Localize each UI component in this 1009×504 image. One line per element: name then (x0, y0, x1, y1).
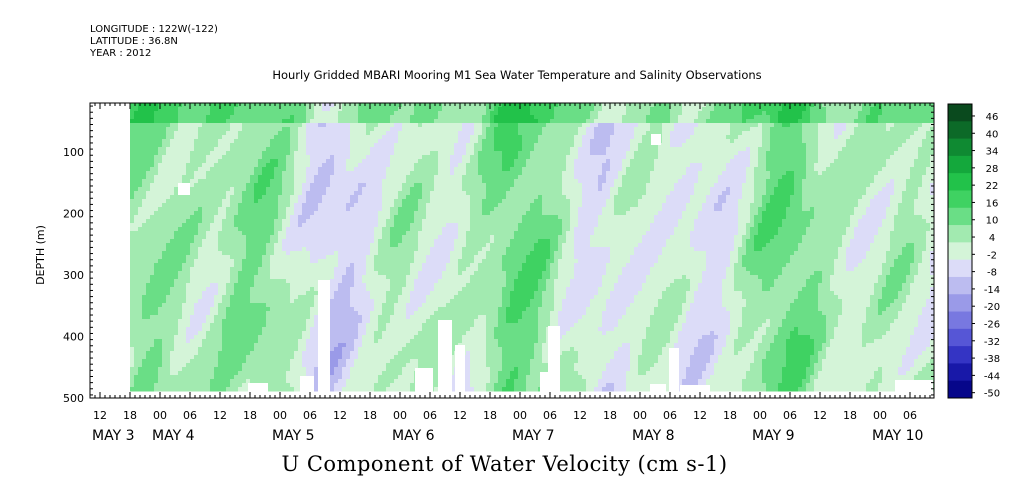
colorbar: 46 40 34 28 22 16 10 4 -2 -8 -14 -20 -26 -32 -38 -44 -50 (947, 103, 1000, 400)
colorbar-label: -8 (987, 268, 997, 279)
x-tick-label: 18 (363, 409, 377, 422)
x-tick-label: 00 (873, 409, 887, 422)
x-tick-label: 18 (483, 409, 497, 422)
x-axis-label: U Component of Water Velocity (cm s-1) (281, 452, 728, 476)
heatmap-field (130, 103, 935, 392)
missing-data-mask (178, 134, 933, 400)
y-axis-label: DEPTH (m) (34, 225, 47, 285)
x-day-label: MAY 8 (632, 428, 674, 444)
colorbar-label: -2 (987, 250, 997, 261)
x-tick-label: 12 (453, 409, 467, 422)
x-day-label: MAY 6 (392, 428, 435, 444)
colorbar-label: -44 (984, 371, 1000, 382)
colorbar-label: 22 (986, 181, 999, 192)
colorbar-swatch (948, 121, 972, 139)
colorbar-label: -32 (984, 337, 1000, 348)
colorbar-label: -38 (984, 354, 1000, 365)
x-day-label: MAY 9 (752, 428, 794, 444)
colorbar-label: -26 (984, 320, 1000, 331)
colorbar-swatch (948, 276, 972, 295)
colorbar-swatch (948, 311, 972, 330)
colorbar-label: 28 (986, 164, 999, 175)
x-tick-label: 06 (303, 409, 317, 422)
x-day-label: MAY 7 (512, 428, 554, 444)
colorbar-label: -14 (984, 285, 1000, 296)
colorbar-label: 40 (986, 129, 999, 140)
colorbar-swatch (948, 225, 972, 243)
year-label: YEAR : 2012 (90, 48, 152, 59)
x-tick-label: 18 (723, 409, 737, 422)
x-tick-label: 06 (663, 409, 677, 422)
x-tick-label: 12 (333, 409, 347, 422)
x-tick-label: 18 (243, 409, 257, 422)
x-tick-label: 12 (93, 409, 107, 422)
colorbar-swatch (948, 380, 972, 399)
x-tick-label: 00 (273, 409, 287, 422)
y-tick-label: 500 (63, 392, 84, 405)
x-day-label: MAY 4 (152, 428, 195, 444)
x-tick-label: 00 (513, 409, 527, 422)
y-tick-label: 200 (63, 208, 84, 221)
colorbar-label: 46 (986, 112, 999, 123)
x-tick-label: 18 (843, 409, 857, 422)
colorbar-swatch (948, 138, 972, 157)
latitude-label: LATITUDE : 36.8N (90, 36, 178, 47)
x-tick-label: 06 (783, 409, 797, 422)
x-tick-label: 06 (183, 409, 197, 422)
x-tick-label: 12 (213, 409, 227, 422)
x-tick-label: 06 (423, 409, 437, 422)
colorbar-swatch (948, 190, 972, 209)
colorbar-label: -50 (984, 389, 1000, 400)
x-tick-label: 18 (123, 409, 137, 422)
colorbar-swatch (948, 104, 972, 122)
colorbar-label: 34 (986, 147, 999, 158)
colorbar-label: -20 (984, 302, 1000, 313)
colorbar-label: 10 (986, 216, 999, 227)
x-tick-label: 12 (573, 409, 587, 422)
x-tick-label: 18 (603, 409, 617, 422)
colorbar-swatch (948, 328, 972, 347)
axis-ticks: 12 18 00 06 12 18 00 06 12 18 00 06 12 18 00 06 12 18 00 06… (63, 103, 934, 444)
colorbar-swatch (948, 173, 972, 191)
colorbar-label: 16 (986, 198, 999, 209)
x-day-label: MAY 3 (92, 428, 134, 444)
colorbar-swatch (948, 207, 972, 226)
x-tick-label: 00 (153, 409, 167, 422)
colorbar-swatch (948, 155, 972, 174)
chart-title: Hourly Gridded MBARI Mooring M1 Sea Wate… (272, 68, 762, 82)
x-day-label: MAY 5 (272, 428, 314, 444)
colorbar-swatch (948, 346, 972, 364)
colorbar-swatch (948, 363, 972, 382)
colorbar-swatch (948, 242, 972, 261)
x-day-label: MAY 10 (872, 428, 923, 444)
plot-frame (89, 102, 935, 399)
x-tick-label: 00 (393, 409, 407, 422)
x-tick-label: 12 (813, 409, 827, 422)
colorbar-swatch (948, 259, 972, 278)
x-tick-label: 00 (753, 409, 767, 422)
colorbar-label: 4 (989, 233, 995, 244)
x-tick-label: 06 (543, 409, 557, 422)
y-tick-label: 100 (63, 146, 84, 159)
y-tick-label: 300 (63, 269, 84, 282)
y-tick-label: 400 (63, 331, 84, 344)
x-tick-label: 00 (633, 409, 647, 422)
x-tick-label: 12 (693, 409, 707, 422)
x-tick-label: 06 (903, 409, 917, 422)
colorbar-swatch (948, 294, 972, 312)
longitude-label: LONGITUDE : 122W(-122) (90, 24, 218, 35)
